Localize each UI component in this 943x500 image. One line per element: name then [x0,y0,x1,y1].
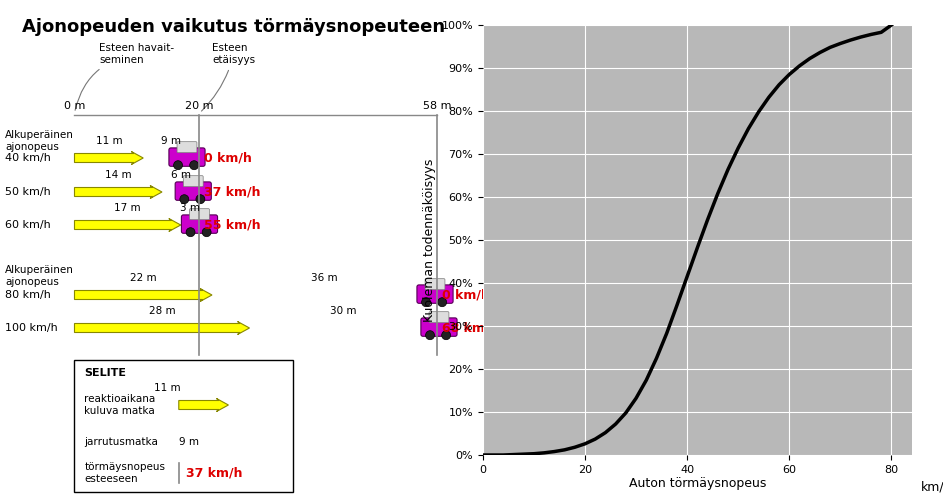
Text: 3 m: 3 m [180,203,200,213]
Text: 60 km/h: 60 km/h [5,220,51,230]
Text: 55 km/h: 55 km/h [205,218,261,232]
FancyBboxPatch shape [183,176,203,186]
FancyBboxPatch shape [421,318,457,336]
Text: jarrutusmatka: jarrutusmatka [85,437,158,447]
Text: 6 m: 6 m [171,170,190,180]
FancyBboxPatch shape [175,182,211,201]
Text: 36 m: 36 m [311,273,338,283]
FancyArrow shape [74,322,250,334]
Text: 37 km/h: 37 km/h [186,466,242,479]
Text: km/h: km/h [920,481,943,494]
FancyArrow shape [74,152,143,164]
Text: 14 m: 14 m [105,170,132,180]
Circle shape [174,160,183,170]
FancyBboxPatch shape [425,278,445,289]
X-axis label: Auton törmäysnopeus: Auton törmäysnopeus [629,478,766,490]
Text: Esteen
etäisyys: Esteen etäisyys [202,44,256,111]
Text: 68 km/h: 68 km/h [442,322,498,334]
FancyBboxPatch shape [190,208,209,220]
Text: 40 km/h: 40 km/h [5,153,51,163]
Text: 9 m: 9 m [179,437,199,447]
FancyBboxPatch shape [177,142,197,152]
Text: reaktioaikana
kuluva matka: reaktioaikana kuluva matka [85,394,156,416]
FancyArrow shape [74,186,162,198]
Text: Alkuperäinen
ajonopeus: Alkuperäinen ajonopeus [5,265,74,286]
Circle shape [202,228,211,236]
Circle shape [441,330,451,340]
Text: 17 m: 17 m [114,203,141,213]
Text: törmäysnopeus
esteeseen: törmäysnopeus esteeseen [85,462,165,484]
Y-axis label: Kuoleman todennäköisyys: Kuoleman todennäköisyys [422,158,436,322]
Text: 30 m: 30 m [330,306,356,316]
Text: 0 km/h: 0 km/h [205,152,253,164]
Circle shape [422,298,431,306]
Text: 0 m: 0 m [64,101,85,111]
FancyArrow shape [74,288,212,302]
Text: 28 m: 28 m [149,306,175,316]
FancyBboxPatch shape [429,312,449,322]
FancyArrow shape [179,398,228,411]
Text: Ajonopeuden vaikutus törmäysnopeuteen: Ajonopeuden vaikutus törmäysnopeuteen [22,18,445,36]
Circle shape [196,194,205,203]
Text: 50 km/h: 50 km/h [5,187,51,197]
Text: 9 m: 9 m [161,136,181,146]
FancyBboxPatch shape [417,285,453,304]
Text: 58 m: 58 m [422,101,452,111]
Text: 11 m: 11 m [154,383,180,393]
Text: 100 km/h: 100 km/h [5,323,58,333]
Text: Esteen havait-
seminen: Esteen havait- seminen [75,44,174,110]
Circle shape [190,160,199,170]
FancyBboxPatch shape [169,148,205,167]
FancyArrow shape [74,218,181,232]
Text: 22 m: 22 m [130,273,157,283]
Text: 20 m: 20 m [185,101,214,111]
Bar [74,360,293,492]
FancyBboxPatch shape [181,215,218,234]
Circle shape [186,228,195,236]
Text: Alkuperäinen
ajonopeus: Alkuperäinen ajonopeus [5,130,74,152]
Text: 0 km/h: 0 km/h [442,288,489,302]
Circle shape [180,194,189,203]
Text: 80 km/h: 80 km/h [5,290,51,300]
Text: 37 km/h: 37 km/h [205,186,261,198]
Circle shape [438,298,447,306]
Text: SELITE: SELITE [85,368,126,378]
Circle shape [425,330,435,340]
Text: 11 m: 11 m [95,136,123,146]
